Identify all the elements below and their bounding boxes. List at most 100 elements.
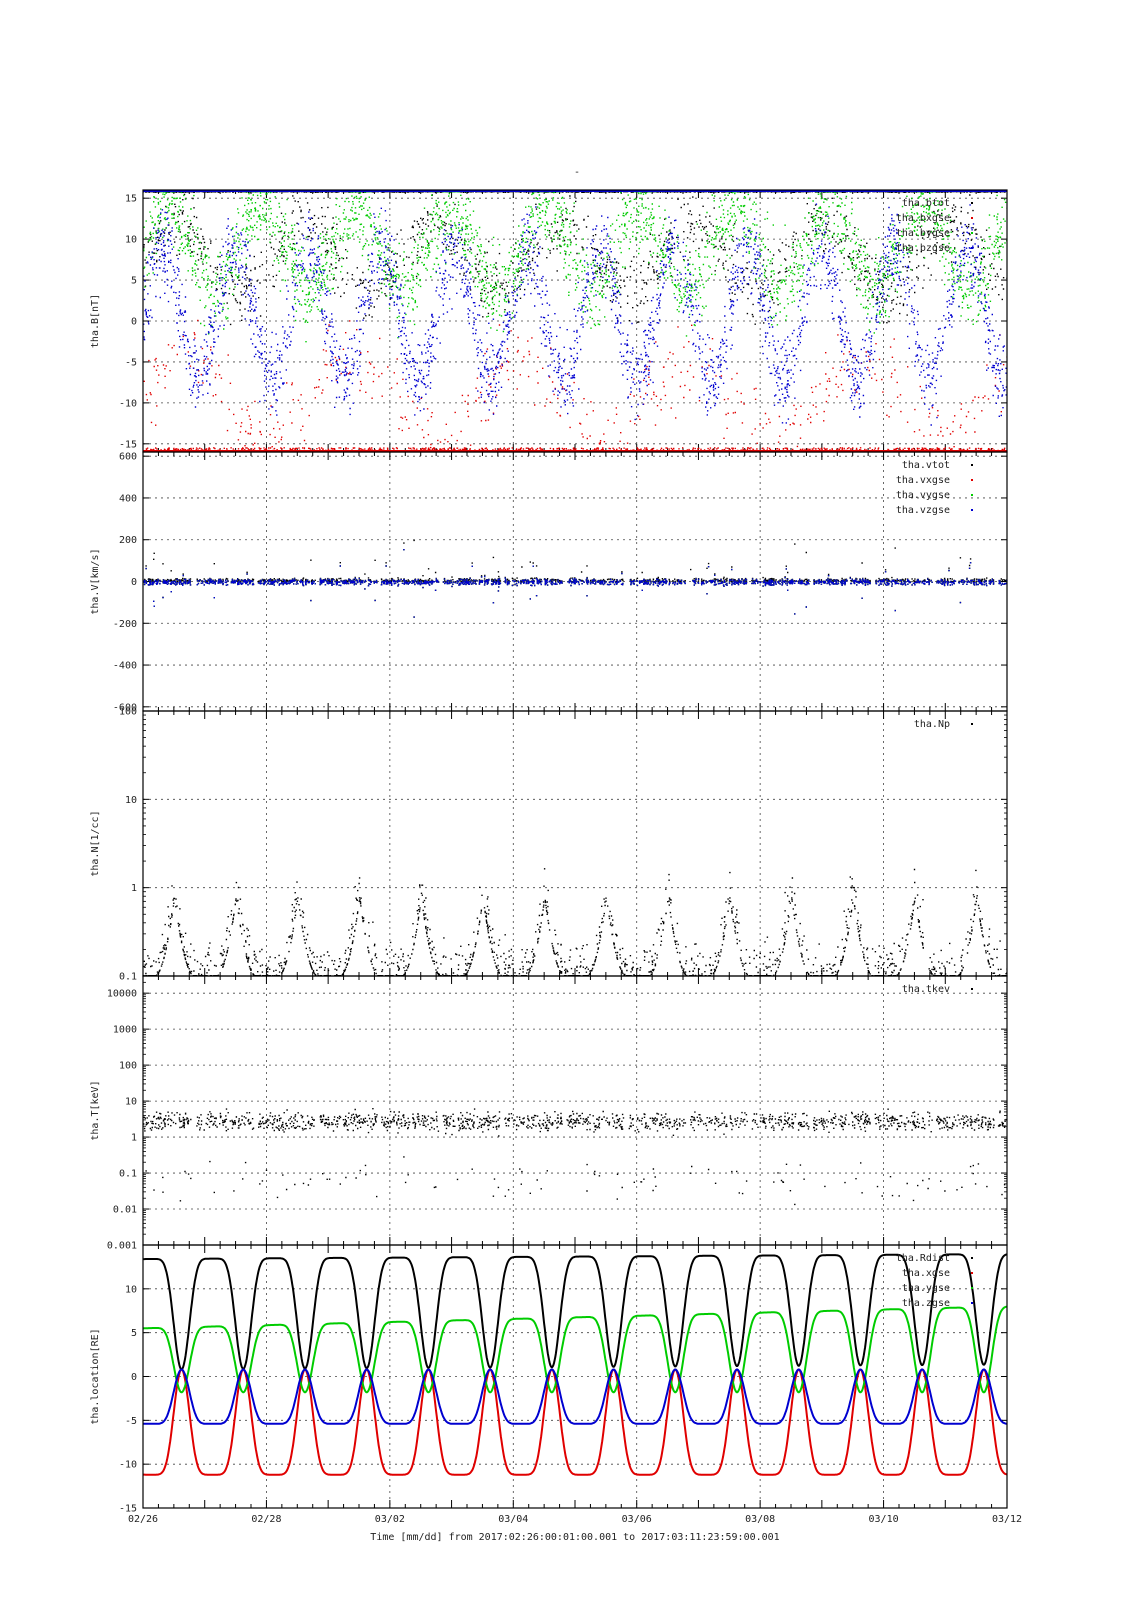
series-points-tha-btot [143,191,1007,326]
y-axis-ticks [143,197,1007,445]
y-tick-label: -600 [113,702,137,713]
y-tick-label: 600 [119,452,137,463]
legend-label: tha.ygse [902,1283,950,1294]
panel-frame [142,975,1008,1246]
x-axis-ticks [142,1245,1008,1508]
y-tick-label: -5 [125,1416,137,1427]
y-tick-label: -10 [119,1460,137,1471]
panel-frame [142,1244,1008,1509]
y-tick-label: 10 [125,235,137,246]
series-line-tha-ygse [143,1305,1007,1394]
y-tick-label: 5 [131,1328,137,1339]
legend-swatch [971,1302,973,1304]
legend-label: tha.vtot [902,460,950,471]
legend-swatch [971,247,973,249]
legend-swatch [971,988,973,990]
y-tick-label: 15 [125,194,137,205]
legend-swatch [971,1272,973,1274]
y-axis-title: tha.T[keV] [90,1080,101,1140]
legend-label: tha.vygse [896,490,950,501]
x-tick-label: 03/10 [869,1514,899,1525]
legend-label: tha.Np [914,719,950,730]
legend: tha.Np [914,719,973,730]
y-axis-ticks [143,710,1007,977]
y-minor-ticks [143,981,1007,1235]
y-axis-title: tha.location[RE] [90,1328,101,1424]
legend-label: tha.zgse [902,1298,950,1309]
legend: tha.tkev [902,984,973,995]
x-tick-label: 03/12 [992,1514,1022,1525]
plot-area [143,539,1007,618]
y-tick-label: 400 [119,493,137,504]
legend-swatch [971,1257,973,1259]
legend-swatch [971,1287,973,1289]
y-tick-label: 1000 [113,1025,137,1036]
legend-swatch [971,232,973,234]
series-points-tha-vtot [143,539,1007,583]
legend-label: tha.bxgse [896,213,950,224]
y-tick-label: -15 [119,439,137,450]
grid [143,1245,1007,1508]
legend-label: tha.bzgse [896,243,950,254]
grid [143,452,1007,711]
series-line-tha-xgse [143,1368,1007,1476]
legend-swatch [971,202,973,204]
legend-swatch [971,217,973,219]
plot-area [143,1253,1007,1476]
x-tick-label: 02/28 [251,1514,281,1525]
plot-area [143,868,1007,976]
legend: tha.vtot tha.vxgse tha.vygse tha.vzgse [896,460,973,516]
y-minor-ticks [143,714,1007,950]
y-tick-label: 0.1 [119,1169,137,1180]
series-line-tha-Rdist [143,1253,1007,1371]
y-tick-label: 200 [119,535,137,546]
series-points-tha-tkev [143,1108,1007,1206]
legend-swatch [971,723,973,725]
legend-swatch [971,479,973,481]
figure-title: - [574,167,580,178]
y-tick-label: 0.1 [119,972,137,983]
panel-5: 1050-5-10-15tha.location[RE]tha.Rdisttha… [90,1244,1022,1525]
y-axis-title: tha.B[nT] [90,294,101,348]
x-axis-title: Time [mm/dd] from 2017:02:26:00:01:00.00… [370,1532,779,1543]
y-axis-ticks [143,992,1007,1246]
series-points-tha-bygse [143,191,1007,343]
y-tick-label: 100 [119,1061,137,1072]
y-tick-label: -400 [113,661,137,672]
x-axis-ticks [142,711,1008,976]
series-points-tha-Np [143,868,1007,976]
grid [143,190,1007,452]
legend-label: tha.vzgse [896,505,950,516]
x-axis-ticks [142,976,1008,1245]
grid [143,711,1007,976]
y-tick-label: 10000 [107,989,137,1000]
y-tick-label: 1 [131,883,137,894]
legend: tha.Rdist tha.xgse tha.ygse tha.zgse [896,1253,973,1309]
y-tick-label: -200 [113,619,137,630]
y-tick-label: -5 [125,357,137,368]
series-line-tha-zgse [143,1368,1007,1425]
panel-4: 10000 1000 100 10 1 0.1 0.01 0.001 tha.T[keV] tha… [90,975,1008,1252]
plot-area [143,190,1007,452]
y-axis-title: tha.V[km/s] [90,548,101,614]
y-tick-label: 0.001 [107,1241,137,1252]
y-tick-label: 100 [119,707,137,718]
y-tick-label: 0.01 [113,1205,137,1216]
y-axis-ticks [143,455,1007,708]
panels: 151050-5-10-15tha.B[nT]tha.btottha.bxgse… [90,189,1022,1525]
x-tick-label: 03/08 [745,1514,775,1525]
x-axis-ticks [142,452,1008,711]
grid [143,976,1007,1245]
y-tick-label: 10 [125,1284,137,1295]
legend-label: tha.bygse [896,228,950,239]
x-tick-label: 03/02 [375,1514,405,1525]
legend-swatch [971,494,973,496]
x-tick-label: 03/06 [622,1514,652,1525]
y-tick-label: 0 [131,577,137,588]
legend-swatch [971,464,973,466]
y-tick-label: 5 [131,276,137,287]
legend-label: tha.Rdist [896,1253,950,1264]
series-points-tha-bzgse [143,203,1007,426]
legend-swatch [971,509,973,511]
